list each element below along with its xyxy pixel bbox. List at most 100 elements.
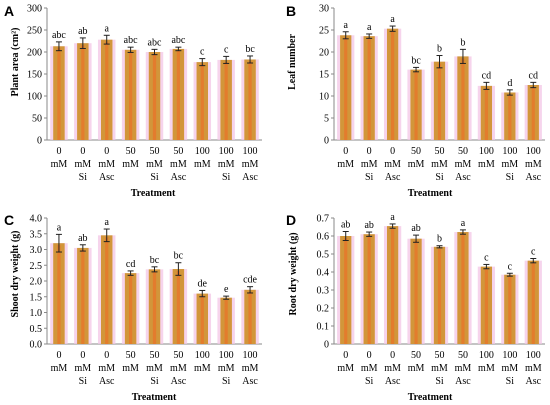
x-tick-label: mM: [74, 159, 91, 170]
bar-group: bc: [169, 251, 188, 344]
x-tick-label: Asc: [385, 172, 401, 183]
x-tick-label: 50: [150, 146, 160, 157]
y-axis-label-b: Leaf number: [287, 34, 298, 90]
x-axis-label-b: Treatment: [408, 188, 453, 199]
bar-highlight: [105, 41, 109, 140]
bar-group: b: [430, 234, 449, 344]
significance-letter: a: [57, 222, 62, 233]
y-tick-label: 20: [319, 48, 329, 59]
x-tick-label: mM: [242, 159, 259, 170]
significance-letter: cd: [529, 70, 538, 81]
bar-group: c: [524, 247, 542, 344]
significance-letter: cde: [243, 275, 257, 286]
x-tick-label: Si: [150, 376, 159, 387]
y-tick-label: 0: [324, 340, 329, 351]
x-tick-label: 100: [479, 350, 494, 361]
x-tick-label: mM: [146, 363, 163, 374]
x-tick-label: Asc: [525, 376, 541, 387]
bar-group: a: [383, 14, 402, 140]
y-tick-label: 0.6: [317, 232, 330, 243]
x-tick-label: 100: [526, 350, 541, 361]
bar-highlight: [344, 37, 348, 140]
bar-group: a: [50, 222, 68, 344]
bar-highlight: [531, 87, 535, 140]
bar-group: a: [383, 212, 402, 344]
bar-highlight: [508, 276, 512, 344]
panel-letter-c: C: [4, 212, 14, 228]
panel-b: B 0 5 10 15 20 25 30 a 0 mM a 0 mM Si a 0 mM Asc bc 50 mM b 50…: [286, 3, 545, 199]
x-tick-label: Si: [506, 376, 515, 387]
x-tick-label: Asc: [385, 376, 401, 387]
x-tick-label: 0: [80, 350, 85, 361]
bar-group: a: [97, 23, 116, 140]
x-tick-label: mM: [455, 159, 472, 170]
x-tick-label: Asc: [99, 376, 115, 387]
y-tick-label: 0.5: [317, 250, 330, 261]
x-tick-label: mM: [242, 363, 259, 374]
significance-letter: bc: [245, 44, 255, 55]
bar-highlight: [508, 94, 512, 140]
x-tick-label: 50: [411, 350, 421, 361]
bar-highlight: [391, 228, 395, 344]
x-tick-label: Si: [79, 172, 88, 183]
y-tick-label: 2.5: [30, 261, 43, 272]
x-tick-label: 100: [502, 146, 517, 157]
significance-letter: bc: [174, 251, 184, 262]
y-tick-label: 5: [324, 114, 329, 125]
bar-highlight: [248, 61, 252, 141]
x-tick-label: mM: [431, 159, 448, 170]
significance-letter: b: [437, 234, 442, 245]
bar-highlight: [224, 61, 228, 140]
bar-group: ab: [74, 233, 92, 344]
x-tick-label: mM: [51, 363, 68, 374]
y-tick-label: 150: [27, 70, 42, 81]
significance-letter: ab: [78, 233, 87, 244]
panel-letter-b: B: [286, 3, 296, 19]
x-tick-label: 0: [343, 146, 348, 157]
bar-highlight: [81, 45, 85, 141]
x-tick-label: Asc: [242, 376, 258, 387]
y-tick-label: 0.3: [317, 286, 330, 297]
x-tick-label: mM: [122, 363, 139, 374]
panel-d: D 00.10.20.30.40.50.60.7ab0mMab0mMSia0mM…: [286, 212, 545, 403]
bar-group: bc: [407, 55, 425, 140]
x-tick-label: mM: [194, 159, 211, 170]
significance-letter: abc: [171, 35, 185, 46]
y-tick-label: 3.0: [30, 245, 43, 256]
x-tick-label: mM: [122, 159, 139, 170]
x-tick-label: mM: [478, 363, 495, 374]
x-tick-label: 100: [243, 350, 258, 361]
y-tick-label: 3.5: [30, 229, 43, 240]
significance-letter: ab: [341, 220, 350, 231]
x-tick-label: Si: [222, 376, 231, 387]
significance-letter: ab: [364, 220, 373, 231]
bar-highlight: [152, 54, 157, 140]
x-tick-label: 50: [126, 350, 136, 361]
bar-highlight: [129, 51, 133, 140]
x-tick-label: mM: [501, 159, 518, 170]
x-tick-label: 0: [80, 146, 85, 157]
bar-highlight: [367, 38, 371, 140]
x-tick-label: 100: [195, 146, 210, 157]
bar-group: ab: [360, 220, 378, 344]
bar-group: d: [501, 78, 519, 140]
x-tick-label: mM: [194, 363, 211, 374]
x-tick-label: mM: [337, 159, 354, 170]
x-tick-label: mM: [384, 363, 401, 374]
x-tick-label: mM: [170, 159, 187, 170]
y-tick-label: 2.0: [30, 277, 43, 288]
x-tick-label: Si: [79, 376, 88, 387]
x-tick-label: mM: [478, 159, 495, 170]
significance-letter: d: [507, 78, 512, 89]
x-tick-label: 0: [56, 350, 61, 361]
significance-letter: a: [390, 212, 395, 223]
y-tick-label: 10: [319, 92, 329, 103]
significance-letter: bc: [411, 55, 421, 66]
bar-highlight: [461, 234, 465, 344]
bar-highlight: [344, 238, 348, 344]
x-tick-label: 100: [526, 146, 541, 157]
bar-highlight: [176, 50, 180, 140]
x-tick-label: mM: [525, 363, 542, 374]
x-tick-label: 100: [219, 146, 234, 157]
